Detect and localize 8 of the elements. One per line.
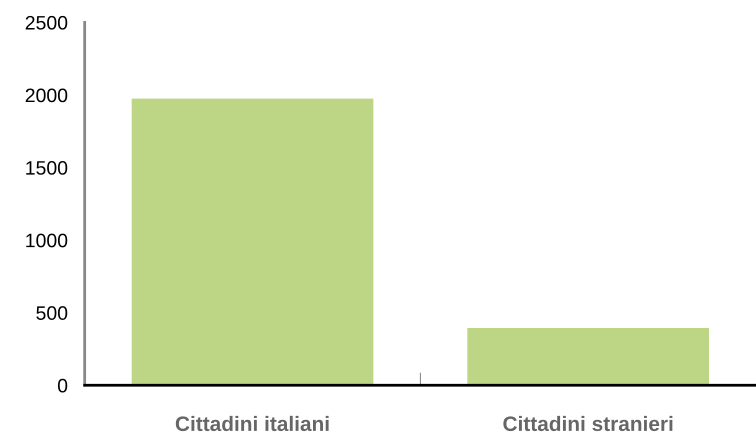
y-tick-label: 2000 [26,88,68,102]
y-tick-label: 1000 [26,234,68,248]
y-tick-label: 2500 [26,16,68,30]
x-tick-label: Cittadini italiani [176,416,329,432]
y-tick-label: 0 [58,378,68,393]
y-tick-label: 1500 [26,161,68,175]
y-tick-label: 500 [36,306,68,320]
x-tick-label: Cittadini stranieri [503,416,672,432]
